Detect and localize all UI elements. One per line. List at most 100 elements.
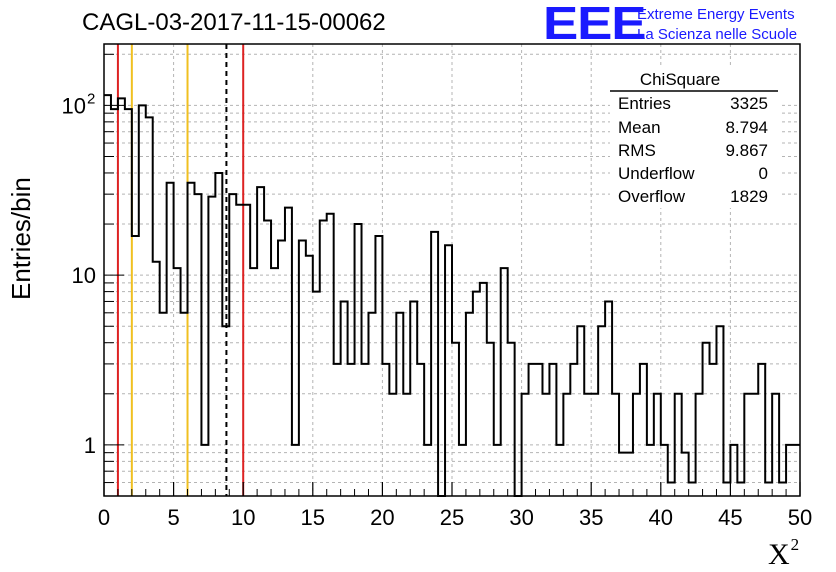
x-tick-label: 15: [301, 505, 325, 530]
x-tick-label: 10: [231, 505, 255, 530]
histogram-bin: [236, 205, 243, 496]
histogram-bin: [751, 394, 758, 496]
histogram-bin: [737, 483, 744, 496]
histogram-bin: [320, 220, 327, 496]
histogram-bin: [194, 194, 201, 496]
stats-value-underflow: 0: [759, 164, 768, 183]
histogram-bin: [647, 445, 654, 496]
histogram-bin: [605, 301, 612, 496]
histogram-bin: [452, 343, 459, 496]
histogram-bin: [375, 236, 382, 496]
histogram-bin: [689, 483, 696, 496]
histogram-bin: [508, 343, 515, 496]
histogram-bin: [348, 364, 355, 496]
histogram-bin: [417, 364, 424, 496]
y-tick-label: 10: [62, 93, 86, 118]
x-axis-label-text: X: [768, 538, 790, 571]
x-tick-label: 25: [440, 505, 464, 530]
histogram-bin: [334, 364, 341, 496]
stats-box: ChiSquare Entries 3325 Mean 8.794 RMS 9.…: [610, 68, 780, 208]
histogram-bin: [243, 205, 250, 496]
x-tick-label: 50: [788, 505, 812, 530]
histogram-bin: [598, 326, 605, 496]
stats-label-entries: Entries: [618, 94, 671, 113]
histogram-bin: [765, 483, 772, 496]
histogram-bin: [675, 394, 682, 496]
stats-label-overflow: Overflow: [618, 187, 686, 206]
histogram-bin: [222, 326, 229, 496]
logo-mark: EEE: [543, 0, 647, 49]
histogram-bin: [313, 292, 320, 496]
histogram-bin: [111, 109, 118, 496]
histogram-bin: [710, 364, 717, 496]
stats-value-entries: 3325: [730, 94, 768, 113]
histogram-bin: [723, 483, 730, 496]
histogram-bin: [480, 283, 487, 496]
histogram-bin: [549, 364, 556, 496]
histogram-bin: [612, 394, 619, 496]
histogram-bin: [591, 394, 598, 496]
histogram-bin: [619, 453, 626, 496]
stats-label-mean: Mean: [618, 118, 661, 137]
histogram-bin: [529, 364, 536, 496]
histogram-bin: [341, 301, 348, 496]
histogram-bin: [368, 313, 375, 496]
histogram-bin: [292, 445, 299, 496]
histogram-bin: [118, 98, 125, 496]
x-tick-label: 30: [509, 505, 533, 530]
stats-value-rms: 9.867: [725, 141, 768, 160]
histogram-bin: [299, 241, 306, 496]
histogram-bin: [160, 313, 167, 496]
histogram-bin: [125, 109, 132, 496]
histogram-bin: [355, 224, 362, 496]
histogram-bin: [271, 268, 278, 496]
histogram-bin: [201, 445, 208, 496]
histogram-bin: [174, 268, 181, 496]
histogram-bin: [466, 313, 473, 496]
histogram-bin: [703, 343, 710, 496]
histogram-bin: [104, 95, 111, 496]
histogram-bin: [570, 364, 577, 496]
histogram-bin: [306, 256, 313, 496]
histogram-bin: [382, 364, 389, 496]
histogram-bin: [779, 483, 786, 496]
eee-logo: EEE Extreme Energy Events La Scienza nel…: [540, 0, 836, 49]
histogram-bin: [153, 262, 160, 496]
histogram-bin: [556, 445, 563, 496]
y-tick-label: 1: [84, 433, 96, 458]
histogram-bin: [542, 394, 549, 496]
histogram-bin: [146, 117, 153, 496]
histogram-bin: [584, 394, 591, 496]
stats-value-overflow: 1829: [730, 187, 768, 206]
histogram-bin: [494, 445, 501, 496]
histogram-bin: [410, 301, 417, 496]
histogram-bin: [793, 445, 800, 496]
histogram-bin: [501, 268, 508, 496]
histogram-bin: [640, 364, 647, 496]
histogram-outline: [104, 94, 800, 497]
histogram-bin: [257, 187, 264, 496]
histogram-bin: [188, 183, 195, 496]
x-tick-label: 20: [370, 505, 394, 530]
histogram-bin: [139, 105, 146, 496]
histogram-bin: [563, 394, 570, 496]
x-axis-label: X2: [768, 535, 799, 572]
x-tick-label: 5: [167, 505, 179, 530]
histogram-bin: [633, 394, 640, 496]
histogram-bin: [424, 445, 431, 496]
histogram-bin: [278, 241, 285, 496]
histogram-bin: [661, 445, 668, 496]
x-tick-label: 35: [579, 505, 603, 530]
histogram-bin: [522, 394, 529, 496]
stats-label-underflow: Underflow: [618, 164, 695, 183]
histogram-bin: [250, 268, 257, 496]
histogram-bin: [577, 326, 584, 496]
histogram-bin: [730, 445, 737, 496]
x-tick-label: 40: [649, 505, 673, 530]
histogram-bin: [389, 394, 396, 496]
axis-ticks: [103, 53, 801, 497]
histogram-bin: [167, 183, 174, 496]
stats-label-rms: RMS: [618, 141, 656, 160]
